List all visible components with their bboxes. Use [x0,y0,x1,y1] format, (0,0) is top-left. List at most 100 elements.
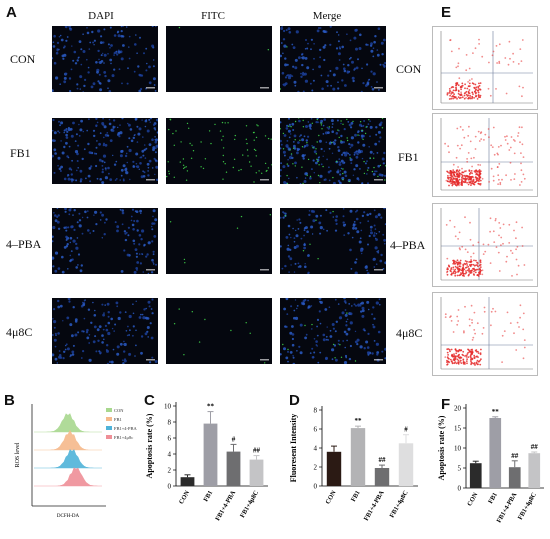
micrograph-merge-fb1 [280,118,386,184]
flow-plot-4pba [432,203,538,287]
category-label-0: CON [178,489,191,505]
ros-curve-3 [34,467,102,487]
y-axis-label: Apoptosis rate (%) [437,415,446,480]
ros-legend-swatch-0 [106,408,112,412]
significance-label-1: ** [492,408,500,416]
ros-ylabel: ROS level [15,442,21,467]
y-axis-label: Fluoresent Intensity [289,414,298,483]
category-label-2: FB1+4-PBA [496,491,519,524]
micrograph-merge-con [280,26,386,92]
fluorescent-intensity-chart: 0 2 4 6 8 Fluoresent Intensity CON ** FB1 ## FB1+4… [289,406,418,522]
micrograph-fitc-48c [166,298,272,364]
micrograph-dapi-48c [52,298,158,364]
category-label-0: CON [466,491,479,507]
ros-legend-label-0: CON [114,408,124,413]
significance-label-1: ** [207,403,215,411]
row-label-4pba: 4–PBA [6,237,42,251]
flow-plot-48c [432,292,538,376]
y-tick-label-3: 15 [454,425,462,433]
panel-letter-c: C [144,392,155,409]
bar-2 [508,467,521,488]
ros-legend-swatch-3 [106,435,112,439]
micrograph-fitc-4pba [166,208,272,274]
y-tick-label-5: 10 [164,403,172,411]
ros-xlabel: DCFH-DA [57,514,80,519]
flow-row-label-4pba: 4–PBA [390,238,426,252]
column-header-merge: Merge [312,10,342,22]
bar-1 [489,418,502,488]
ros-histogram: ROS level DCFH-DA CON FB1 FB1+4-PBA FB1+4μ8… [15,404,138,519]
y-tick-label-0: 0 [314,483,318,491]
y-tick-label-3: 6 [168,435,172,443]
ros-curves [34,413,102,487]
column-header-fitc: FITC [201,10,225,22]
y-tick-label-2: 10 [454,445,462,453]
micrograph-merge-48c [280,298,386,364]
ros-legend-label-2: FB1+4-PBA [114,426,138,431]
bar-3 [528,453,541,488]
micrograph-dapi-4pba [52,208,158,274]
y-tick-label-4: 8 [314,407,318,415]
panel-letter-a: A [6,4,17,21]
y-tick-label-1: 5 [458,465,462,473]
micrograph-fitc-fb1 [166,118,272,184]
bar-1 [350,428,366,486]
significance-label-1: ** [355,417,363,425]
ros-legend-swatch-1 [106,417,112,421]
apoptosis-rate-chart: 0 2 4 6 8 10 Apoptosis rate (%) CON ** FB1 # FB1+4-… [145,402,268,522]
y-tick-label-4: 8 [168,419,172,427]
ros-curve-1 [34,429,102,451]
flow-row-label-fb1: FB1 [398,150,419,164]
y-tick-label-1: 2 [168,467,172,475]
bar-1 [203,423,218,486]
flow-apoptosis-rate-chart: 0 5 10 15 20 Apoptosis rate (%) CON ** FB1 ## FB1+… [437,404,544,524]
category-label-1: FB1 [202,490,214,504]
micrograph-dapi-fb1 [52,118,158,184]
flow-row-label-4u8c: 4μ8C [396,326,423,340]
flow-plot-con [432,26,538,110]
column-header-dapi: DAPI [88,10,114,22]
y-tick-label-0: 0 [168,483,172,491]
bar-2 [374,468,390,486]
y-tick-label-1: 2 [314,464,318,472]
significance-label-3: ## [253,447,261,455]
panel-letter-e: E [441,4,452,21]
ros-legend-label-3: FB1+4μ8c [114,435,133,440]
micrograph-fitc-con [166,26,272,92]
y-tick-label-2: 4 [168,451,172,459]
flow-plot-fb1 [432,113,538,197]
y-tick-label-0: 0 [458,485,462,493]
significance-label-2: ## [379,456,387,464]
significance-label-2: # [232,435,236,443]
category-label-3: FB1+4μ8C [239,489,260,519]
bar-0 [326,451,342,486]
category-label-1: FB1 [487,492,499,506]
ros-legend-swatch-2 [106,426,112,430]
category-label-3: FB1+4μ8C [517,491,538,521]
category-label-2: FB1+4-PBA [214,489,237,522]
category-label-0: CON [324,489,337,505]
category-label-1: FB1 [350,490,362,504]
bar-0 [180,477,195,486]
significance-label-3: ## [531,443,539,451]
ros-curve-0 [34,413,102,433]
ros-legend-label-1: FB1 [114,417,122,422]
panel-letter-f: F [441,396,451,413]
row-label-4u8c: 4μ8C [6,325,33,339]
y-axis-label: Apoptosis rate (%) [145,413,154,478]
category-label-2: FB1+4-PBA [363,489,386,522]
micrograph-merge-4pba [280,208,386,274]
bar-2 [226,451,241,486]
flow-row-label-con: CON [396,62,422,76]
bar-3 [398,443,414,487]
significance-label-3: # [404,426,408,434]
row-label-fb1: FB1 [10,146,31,160]
y-tick-label-2: 4 [314,445,318,453]
bar-0 [469,463,482,488]
y-tick-label-4: 20 [454,405,462,413]
ros-curve-2 [34,449,102,469]
significance-label-2: ## [511,452,519,460]
y-tick-label-3: 6 [314,426,318,434]
micrograph-dapi-con [52,26,158,92]
ros-legend: CON FB1 FB1+4-PBA FB1+4μ8c [106,408,138,440]
